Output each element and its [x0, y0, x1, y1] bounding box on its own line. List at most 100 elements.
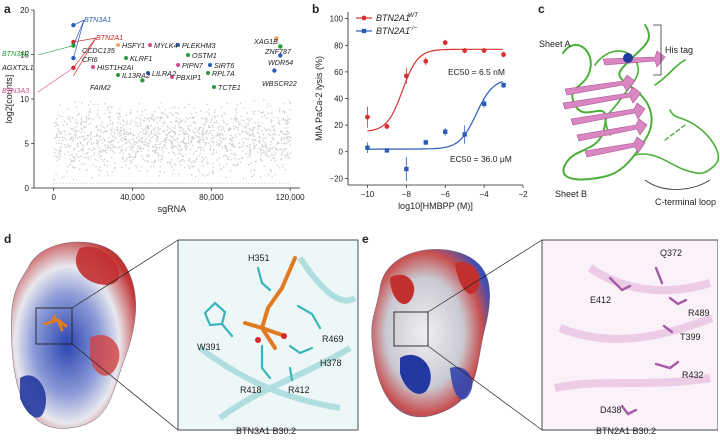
background-point [80, 119, 82, 121]
background-point [205, 133, 208, 135]
background-point [263, 127, 266, 129]
background-point [289, 109, 291, 111]
background-point [120, 130, 122, 132]
background-point [173, 139, 175, 141]
y-axis-label: MIA PaCa-2 lysis (%) [314, 56, 324, 141]
background-point [81, 128, 83, 131]
background-point [89, 100, 92, 103]
background-point [104, 139, 106, 141]
background-point [89, 122, 92, 124]
background-point [139, 148, 141, 150]
background-point [214, 109, 216, 111]
background-point [277, 117, 279, 119]
background-point [286, 130, 288, 133]
background-point [282, 164, 284, 166]
residue-e412: E412 [590, 295, 611, 305]
background-point [153, 118, 155, 121]
background-point [58, 142, 60, 145]
background-point [213, 121, 216, 123]
background-point [232, 125, 235, 127]
background-point [264, 114, 266, 117]
background-point [234, 117, 236, 119]
background-point [270, 112, 272, 115]
background-point [87, 114, 90, 116]
background-point [283, 138, 285, 140]
background-point [223, 166, 225, 168]
background-point [171, 148, 174, 150]
background-point [223, 130, 226, 133]
background-point [126, 120, 128, 122]
background-point [206, 120, 209, 123]
background-point [57, 130, 59, 132]
background-point [130, 155, 132, 157]
background-point [190, 140, 192, 143]
background-point [92, 164, 94, 166]
background-point [84, 121, 87, 123]
background-point [144, 159, 146, 161]
background-point [212, 115, 214, 117]
background-point [156, 130, 158, 133]
background-point [287, 132, 290, 134]
background-point [78, 136, 81, 138]
background-point [255, 144, 258, 146]
background-point [208, 126, 210, 129]
background-point [94, 148, 96, 150]
background-point [249, 155, 251, 157]
background-point [129, 132, 132, 134]
background-point [170, 140, 173, 142]
background-point [215, 135, 217, 137]
background-point [125, 114, 127, 116]
background-point [72, 160, 75, 163]
background-point [234, 109, 237, 111]
background-point [150, 132, 152, 134]
panel-a-chart: 0 40,000 80,000 120,000 0 5 10 15 20 sgRNA log2[co… [1, 6, 305, 214]
background-point [161, 141, 163, 143]
background-point [281, 137, 283, 139]
background-point [146, 170, 148, 172]
background-point [147, 150, 149, 152]
background-point [53, 179, 56, 181]
background-point [125, 139, 128, 141]
background-point [264, 153, 267, 156]
background-point [185, 148, 187, 150]
background-point [247, 122, 250, 124]
background-point [201, 161, 203, 164]
background-point [182, 131, 185, 134]
background-point [262, 122, 264, 124]
background-point [58, 137, 61, 139]
gene-dot [208, 63, 212, 67]
background-point [287, 121, 290, 123]
background-point [67, 108, 70, 110]
background-point [78, 113, 80, 115]
background-point [103, 158, 106, 160]
background-point [134, 144, 136, 146]
gene-label-pbxip1: PBXIP1 [176, 73, 201, 82]
background-point [258, 110, 260, 112]
background-point [80, 117, 82, 119]
background-point [96, 160, 99, 162]
background-point [235, 136, 237, 138]
background-point [265, 129, 267, 131]
background-point [127, 140, 130, 142]
background-point [99, 135, 101, 137]
background-point [273, 128, 275, 130]
background-point [161, 155, 163, 158]
background-point [265, 148, 268, 150]
background-point [153, 129, 156, 131]
background-point [90, 135, 92, 137]
background-point [242, 142, 245, 144]
background-point [80, 121, 83, 123]
background-point [249, 148, 251, 150]
data-point [384, 124, 390, 129]
background-point [187, 159, 190, 162]
background-point [204, 124, 206, 126]
background-point [100, 131, 102, 133]
background-point [243, 107, 246, 109]
background-point [246, 145, 248, 147]
background-point [102, 160, 105, 163]
background-point [54, 125, 56, 128]
background-point [198, 155, 200, 157]
background-point [257, 126, 260, 128]
background-point [221, 138, 223, 140]
background-point [56, 134, 58, 137]
